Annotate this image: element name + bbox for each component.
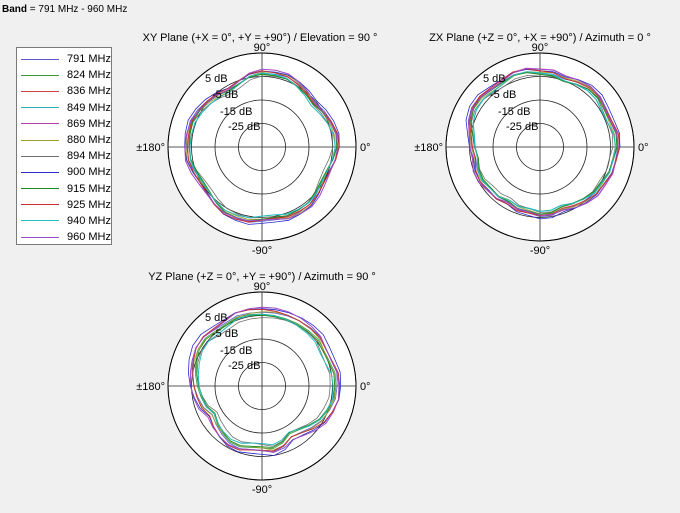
chart-title: XY Plane (+X = 0°, +Y = +90°) / Elevatio… (143, 32, 378, 44)
legend-item: 894 MHz (17, 148, 111, 164)
legend: 791 MHz 824 MHz 836 MHz 849 MHz 869 MHz 880 M… (16, 47, 112, 245)
angle-label-left: ±180° (136, 142, 165, 154)
legend-label: 869 MHz (66, 117, 112, 130)
angle-label-right: 0° (360, 381, 371, 393)
legend-item: 849 MHz (17, 100, 111, 116)
polar-chart-3: 5 dB -5 dB -15 dB -25 dB 90° 0° -90° ±180° YZ Pl… (136, 271, 376, 496)
legend-item: 940 MHz (17, 213, 111, 229)
angle-label-top: 90° (254, 42, 271, 54)
series-line (189, 306, 340, 453)
legend-label: 824 MHz (66, 69, 112, 82)
radial-tick-label: 5 dB (205, 73, 228, 85)
chart-title: ZX Plane (+Z = 0°, +X = +90°) / Azimuth … (429, 32, 651, 44)
legend-swatch (21, 171, 59, 173)
legend-swatch (21, 58, 59, 60)
legend-label: 836 MHz (66, 85, 112, 98)
series-line (468, 68, 619, 216)
chart-title: YZ Plane (+Z = 0°, +Y = +90°) / Azimuth … (148, 271, 376, 283)
legend-label: 925 MHz (66, 198, 112, 211)
series-line (470, 74, 614, 213)
legend-swatch (21, 188, 59, 190)
legend-label: 915 MHz (66, 182, 112, 195)
series-line (187, 308, 342, 456)
polar-chart-1: 5 dB -5 dB -15 dB -25 dB 90° 0° -90° ±180° XY Pl… (136, 32, 377, 257)
legend-item: 960 MHz (17, 229, 111, 245)
legend-swatch (21, 107, 59, 109)
angle-label-left: ±180° (136, 381, 165, 393)
legend-label: 849 MHz (66, 101, 112, 114)
radial-tick-label: 5 dB (205, 312, 228, 324)
radial-tick-label: 5 dB (483, 73, 506, 85)
legend-item: 915 MHz (17, 181, 111, 197)
series-line (194, 313, 337, 450)
legend-swatch (21, 90, 59, 92)
series-line (184, 68, 339, 222)
legend-swatch (21, 220, 59, 222)
series-line (472, 71, 617, 212)
radial-tick-label: -25 dB (506, 121, 538, 133)
band-value: = 791 MHz - 960 MHz (27, 4, 128, 15)
angle-label-top: 90° (532, 42, 549, 54)
series-line (196, 314, 336, 448)
legend-swatch (21, 155, 59, 157)
series-line (186, 72, 338, 223)
legend-item: 791 MHz (17, 51, 111, 67)
angle-label-bottom: -90° (530, 245, 550, 257)
legend-label: 940 MHz (66, 214, 112, 227)
legend-item: 824 MHz (17, 67, 111, 83)
series-line (469, 68, 620, 216)
series-line (192, 308, 341, 452)
series-line (469, 71, 616, 215)
band-label: Band (2, 4, 27, 15)
angle-label-bottom: -90° (252, 484, 272, 496)
angle-label-right: 0° (360, 142, 371, 154)
legend-item: 880 MHz (17, 132, 111, 148)
series-line (465, 69, 621, 220)
radial-tick-label: -5 dB (212, 328, 238, 340)
angle-label-left: ±180° (414, 142, 443, 154)
legend-label: 960 MHz (66, 231, 112, 244)
angle-label-right: 0° (638, 142, 649, 154)
series-line (189, 72, 336, 219)
angle-label-bottom: -90° (252, 245, 272, 257)
radial-tick-label: -25 dB (228, 121, 260, 133)
radial-tick-label: -5 dB (212, 89, 238, 101)
legend-label: 880 MHz (66, 134, 112, 147)
legend-label: 791 MHz (66, 53, 112, 66)
series-line (187, 70, 340, 223)
legend-item: 836 MHz (17, 83, 111, 99)
legend-item: 900 MHz (17, 164, 111, 180)
polar-chart-2: 5 dB -5 dB -15 dB -25 dB 90° 0° -90° ±180° ZX Pl… (414, 32, 651, 257)
legend-label: 900 MHz (66, 166, 112, 179)
radial-tick-label: -5 dB (490, 89, 516, 101)
series-line (185, 71, 336, 221)
band-header: Band = 791 MHz - 960 MHz (2, 4, 127, 15)
angle-label-top: 90° (254, 281, 271, 293)
legend-swatch (21, 204, 59, 206)
radial-tick-label: -25 dB (228, 360, 260, 372)
legend-item: 869 MHz (17, 116, 111, 132)
series-line (197, 313, 334, 446)
legend-item: 925 MHz (17, 197, 111, 213)
legend-label: 894 MHz (66, 150, 112, 163)
radial-tick-label: -15 dB (220, 106, 252, 118)
legend-swatch (21, 236, 59, 238)
legend-swatch (21, 74, 59, 76)
legend-swatch (21, 139, 59, 141)
legend-swatch (21, 123, 59, 125)
series-line (188, 75, 334, 219)
radial-tick-label: -15 dB (498, 106, 530, 118)
radial-tick-label: -15 dB (220, 345, 252, 357)
